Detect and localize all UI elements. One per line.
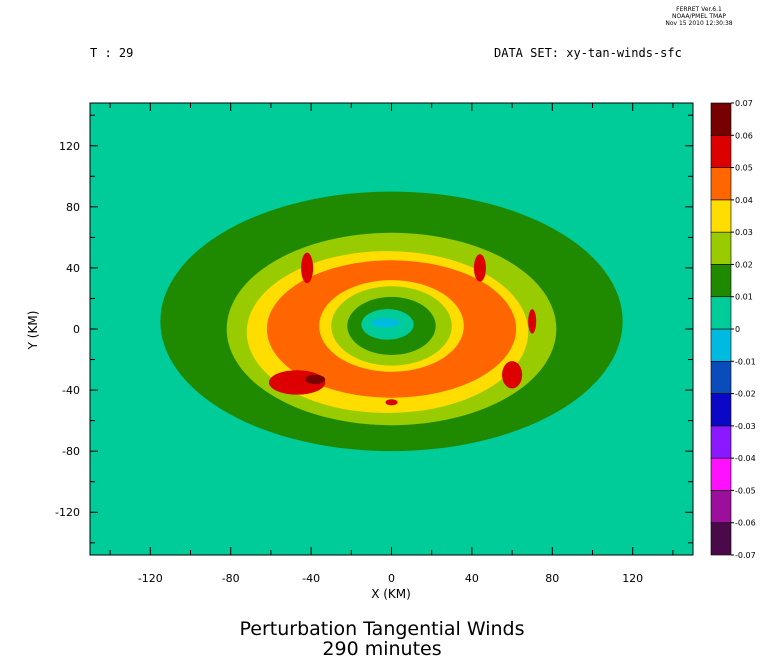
time-label: T : 29	[90, 46, 134, 60]
peak-region	[502, 361, 523, 389]
x-tick-label: -80	[222, 572, 240, 585]
ferret-stamp: FERRET Ver.6.1 NOAA/PMEL TMAP Nov 15 201…	[654, 6, 744, 27]
y-tick-label: 80	[66, 201, 80, 214]
colorbar-label: 0.04	[735, 196, 753, 205]
stamp-line: Nov 15 2010 12:30:38	[665, 20, 733, 27]
x-tick-label: 80	[545, 572, 559, 585]
colorbar-segment	[710, 102, 732, 136]
y-tick-label: 40	[66, 262, 80, 275]
peak-region	[305, 374, 326, 384]
y-tick-label: -80	[62, 445, 80, 458]
y-tick-label: 120	[59, 140, 80, 153]
colorbar-label: -0.05	[735, 486, 756, 495]
colorbar-label: 0.06	[735, 131, 753, 140]
colorbar-segment	[710, 296, 732, 330]
dataset-label: DATA SET: xy-tan-winds-sfc	[494, 46, 682, 60]
colorbar-label: -0.03	[735, 422, 756, 431]
x-tick-labels: -120 -80 -40 0 40 80 120	[138, 572, 643, 585]
chart-title: Perturbation Tangential Winds	[239, 618, 525, 640]
colorbar-segment	[710, 425, 732, 459]
colorbar-segment	[710, 167, 732, 201]
colorbar-segment	[710, 231, 732, 265]
colorbar-label: -0.02	[735, 390, 756, 399]
colorbar-segment	[710, 264, 732, 298]
peak-region	[473, 254, 486, 282]
peak-region	[385, 399, 398, 406]
colorbar-segment	[710, 490, 732, 524]
y-axis-label: Y (KM)	[26, 311, 40, 351]
colorbar-label: 0.05	[735, 164, 753, 173]
colorbar-label: -0.04	[735, 454, 756, 463]
colorbar-label: 0	[735, 325, 740, 334]
x-tick-label: 40	[465, 572, 479, 585]
colorbar-label: 0.03	[735, 228, 753, 237]
colorbar-segment	[710, 393, 732, 427]
contour-field	[160, 191, 623, 452]
colorbar-segment	[710, 522, 732, 556]
colorbar-label: -0.07	[735, 551, 756, 560]
contour-chart: -120 -80 -40 0 40 80 120 -120 -80 -40 0 40 80 120 X …	[26, 99, 756, 600]
colorbar: -0.07 -0.06 -0.05 -0.04 -0.03 -0.02 -0.01 0 0.01…	[710, 99, 756, 560]
colorbar-label: 0.01	[735, 293, 753, 302]
y-tick-labels: -120 -80 -40 0 40 80 120	[55, 140, 80, 519]
colorbar-label: -0.01	[735, 357, 756, 366]
colorbar-segment	[710, 328, 732, 362]
stamp-line: NOAA/PMEL TMAP	[672, 13, 726, 20]
x-tick-label: 120	[622, 572, 643, 585]
colorbar-label: -0.06	[735, 519, 756, 528]
colorbar-label: 0.02	[735, 260, 753, 269]
x-tick-label: 0	[388, 572, 395, 585]
y-tick-label: -120	[55, 506, 80, 519]
colorbar-segment	[710, 457, 732, 491]
contour-band	[371, 318, 400, 328]
stamp-line: FERRET Ver.6.1	[676, 6, 722, 13]
peak-region	[528, 309, 537, 334]
y-tick-label: -40	[62, 384, 80, 397]
y-tick-label: 0	[73, 323, 80, 336]
colorbar-label: 0.07	[735, 99, 753, 108]
colorbar-segment	[710, 134, 732, 168]
x-axis-label: X (KM)	[371, 587, 411, 600]
colorbar-segment	[710, 199, 732, 233]
peak-region	[301, 252, 314, 284]
chart-subtitle: 290 minutes	[322, 638, 442, 660]
axis-ticks	[90, 103, 693, 555]
colorbar-segment	[710, 360, 732, 394]
x-tick-label: -40	[302, 572, 320, 585]
x-tick-label: -120	[138, 572, 163, 585]
